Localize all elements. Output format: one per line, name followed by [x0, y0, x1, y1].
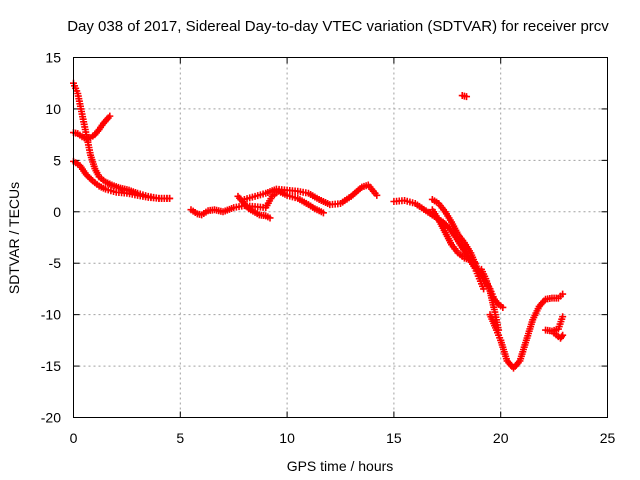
series-track-14: [550, 329, 567, 342]
data-point: [559, 313, 567, 321]
data-point: [319, 209, 327, 217]
x-tick-label: 10: [279, 430, 295, 446]
series-track-12: [497, 290, 567, 372]
x-tick-label: 25: [600, 430, 616, 446]
data-point: [499, 303, 507, 311]
x-tick-label: 5: [176, 430, 184, 446]
series-track-3: [70, 157, 174, 202]
data-points: [70, 79, 567, 372]
tick-labels: 0 5 10 15 20 25 15 10 5 0 -5 -10 -15 -20: [41, 50, 616, 447]
chart-title: Day 038 of 2017, Sidereal Day-to-day VTE…: [67, 18, 609, 35]
grid-lines: [73, 57, 608, 418]
x-tick-label: 20: [493, 430, 509, 446]
x-tick-label: 0: [70, 430, 78, 446]
series-track-9: [428, 206, 479, 267]
series-track-15: [458, 92, 471, 101]
data-point: [106, 112, 114, 120]
data-point: [471, 259, 479, 267]
y-tick-label: -15: [41, 358, 61, 374]
data-point: [559, 290, 567, 298]
data-point: [373, 191, 381, 199]
y-tick-label: -20: [41, 410, 61, 426]
y-tick-label: 15: [45, 50, 61, 66]
data-point: [166, 194, 174, 202]
data-point: [559, 331, 567, 339]
plot-frame: [73, 57, 608, 418]
y-tick-label: -10: [41, 307, 61, 323]
y-tick-label: 10: [45, 101, 61, 117]
data-point: [266, 214, 274, 222]
y-tick-label: -5: [49, 255, 62, 271]
series-track-8: [428, 195, 507, 311]
series-track-6: [234, 192, 274, 222]
x-tick-label: 15: [386, 430, 402, 446]
series-track-2: [70, 112, 114, 143]
data-point: [463, 93, 471, 101]
x-axis-label: GPS time / hours: [287, 458, 394, 474]
series-track-4: [187, 187, 327, 219]
series-track-10: [477, 265, 503, 334]
y-tick-label: 5: [53, 152, 61, 168]
series-track-1: [70, 79, 174, 202]
y-axis-label: SDTVAR / TECUs: [6, 182, 22, 294]
series-track-5: [240, 181, 381, 209]
y-tick-label: 0: [53, 204, 61, 220]
